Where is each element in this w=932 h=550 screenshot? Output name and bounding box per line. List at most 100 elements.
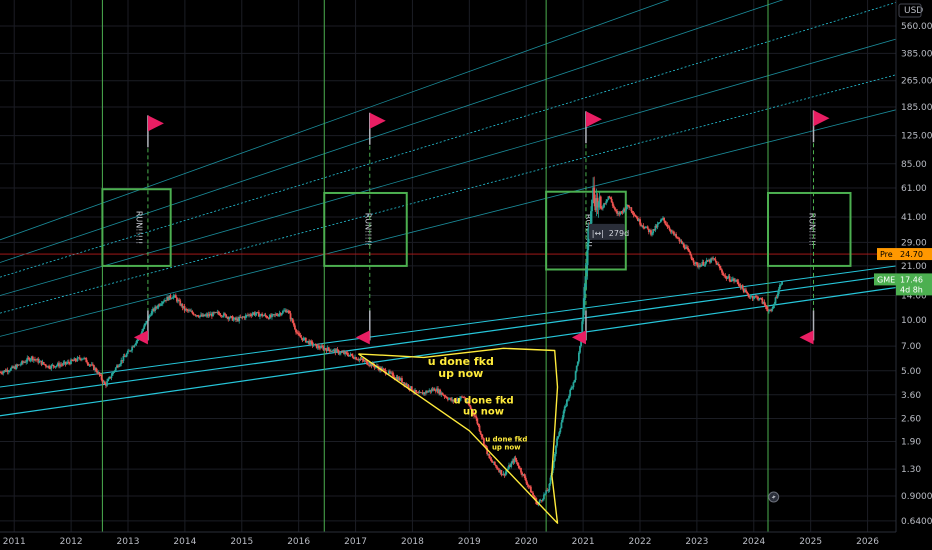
candle-body bbox=[563, 406, 566, 412]
candle-body bbox=[489, 458, 492, 460]
candle-body bbox=[706, 260, 709, 262]
candle-body bbox=[105, 384, 107, 386]
candle bbox=[539, 498, 542, 502]
candle bbox=[491, 460, 494, 463]
candle-body bbox=[679, 240, 682, 242]
candle bbox=[474, 413, 477, 417]
candle-body bbox=[359, 359, 362, 360]
candle-body bbox=[8, 370, 11, 372]
candle bbox=[420, 392, 423, 394]
candle bbox=[127, 348, 130, 352]
candle bbox=[565, 398, 568, 407]
candle-body bbox=[745, 289, 747, 293]
candle-body bbox=[71, 359, 73, 361]
candle-body bbox=[134, 343, 137, 346]
candle-body bbox=[536, 504, 539, 505]
candle-body bbox=[37, 358, 40, 363]
candle-body bbox=[38, 360, 41, 363]
measure-icon: |↔| bbox=[592, 229, 604, 238]
candle-body bbox=[395, 377, 398, 379]
candle bbox=[751, 295, 754, 301]
candle-body bbox=[22, 361, 24, 363]
flag-down-icon bbox=[571, 330, 586, 345]
candle-body bbox=[102, 381, 105, 383]
candle-body bbox=[444, 396, 447, 398]
candle bbox=[548, 483, 551, 493]
candle bbox=[431, 386, 434, 392]
candle-body bbox=[42, 361, 45, 365]
candle-body bbox=[162, 301, 165, 303]
candle bbox=[257, 310, 260, 317]
candle bbox=[315, 344, 318, 349]
candle bbox=[527, 484, 530, 489]
candle-body bbox=[326, 347, 329, 352]
candle-body bbox=[11, 366, 13, 369]
candle bbox=[172, 293, 175, 300]
pre-market-label: Pre bbox=[880, 250, 893, 259]
candle-body bbox=[464, 397, 467, 401]
candle-body bbox=[43, 364, 46, 365]
candle-body bbox=[265, 315, 268, 318]
candle-body bbox=[701, 261, 704, 265]
candle-body bbox=[82, 358, 84, 360]
candle-body bbox=[235, 317, 237, 321]
candle bbox=[84, 357, 87, 360]
candle bbox=[242, 315, 245, 318]
candle-body bbox=[12, 366, 15, 369]
candle-body bbox=[416, 392, 419, 393]
candle bbox=[278, 310, 281, 317]
candle bbox=[133, 344, 136, 348]
candle-body bbox=[531, 492, 533, 494]
run-box bbox=[323, 191, 408, 267]
candle-body bbox=[528, 486, 531, 488]
candle bbox=[600, 206, 603, 211]
candle bbox=[71, 359, 73, 362]
candle bbox=[429, 390, 432, 394]
candle bbox=[47, 365, 49, 369]
candle-body bbox=[310, 340, 313, 342]
candle bbox=[570, 385, 573, 391]
candle bbox=[185, 307, 188, 312]
candle-body bbox=[202, 314, 205, 317]
candle bbox=[490, 457, 493, 463]
candle bbox=[761, 297, 764, 305]
candle-body bbox=[482, 438, 485, 445]
candle bbox=[223, 311, 225, 318]
candle-body bbox=[487, 453, 490, 455]
candle-body bbox=[149, 315, 152, 317]
candle bbox=[480, 433, 483, 440]
candle-body bbox=[759, 297, 762, 300]
candle-body bbox=[17, 364, 20, 366]
candle-body bbox=[485, 445, 487, 448]
candle-body bbox=[7, 371, 10, 373]
candle-body bbox=[10, 368, 12, 371]
candle bbox=[746, 290, 749, 295]
candle-body bbox=[279, 313, 282, 315]
candle-body bbox=[744, 289, 746, 293]
candles bbox=[0, 176, 783, 507]
candle bbox=[16, 363, 19, 368]
candle bbox=[313, 343, 316, 346]
candle-body bbox=[541, 499, 544, 501]
candle-body bbox=[603, 203, 605, 208]
candle-body bbox=[595, 198, 598, 211]
candle bbox=[437, 385, 439, 394]
last-price-badge bbox=[896, 273, 932, 296]
candle-body bbox=[133, 345, 136, 347]
candle bbox=[292, 320, 295, 328]
candle bbox=[221, 315, 224, 318]
candle-body bbox=[633, 214, 636, 216]
candle bbox=[493, 461, 496, 466]
candle-body bbox=[36, 358, 39, 361]
y-tick-label: 185.00 bbox=[901, 103, 932, 113]
candle-body bbox=[470, 408, 473, 411]
candle bbox=[122, 353, 125, 364]
candle-body bbox=[396, 377, 399, 381]
candle-body bbox=[529, 486, 532, 493]
candle-body bbox=[581, 321, 584, 334]
annotation-line: up now bbox=[492, 443, 521, 451]
candle bbox=[661, 218, 663, 222]
candle bbox=[157, 303, 160, 310]
candle bbox=[215, 311, 218, 313]
